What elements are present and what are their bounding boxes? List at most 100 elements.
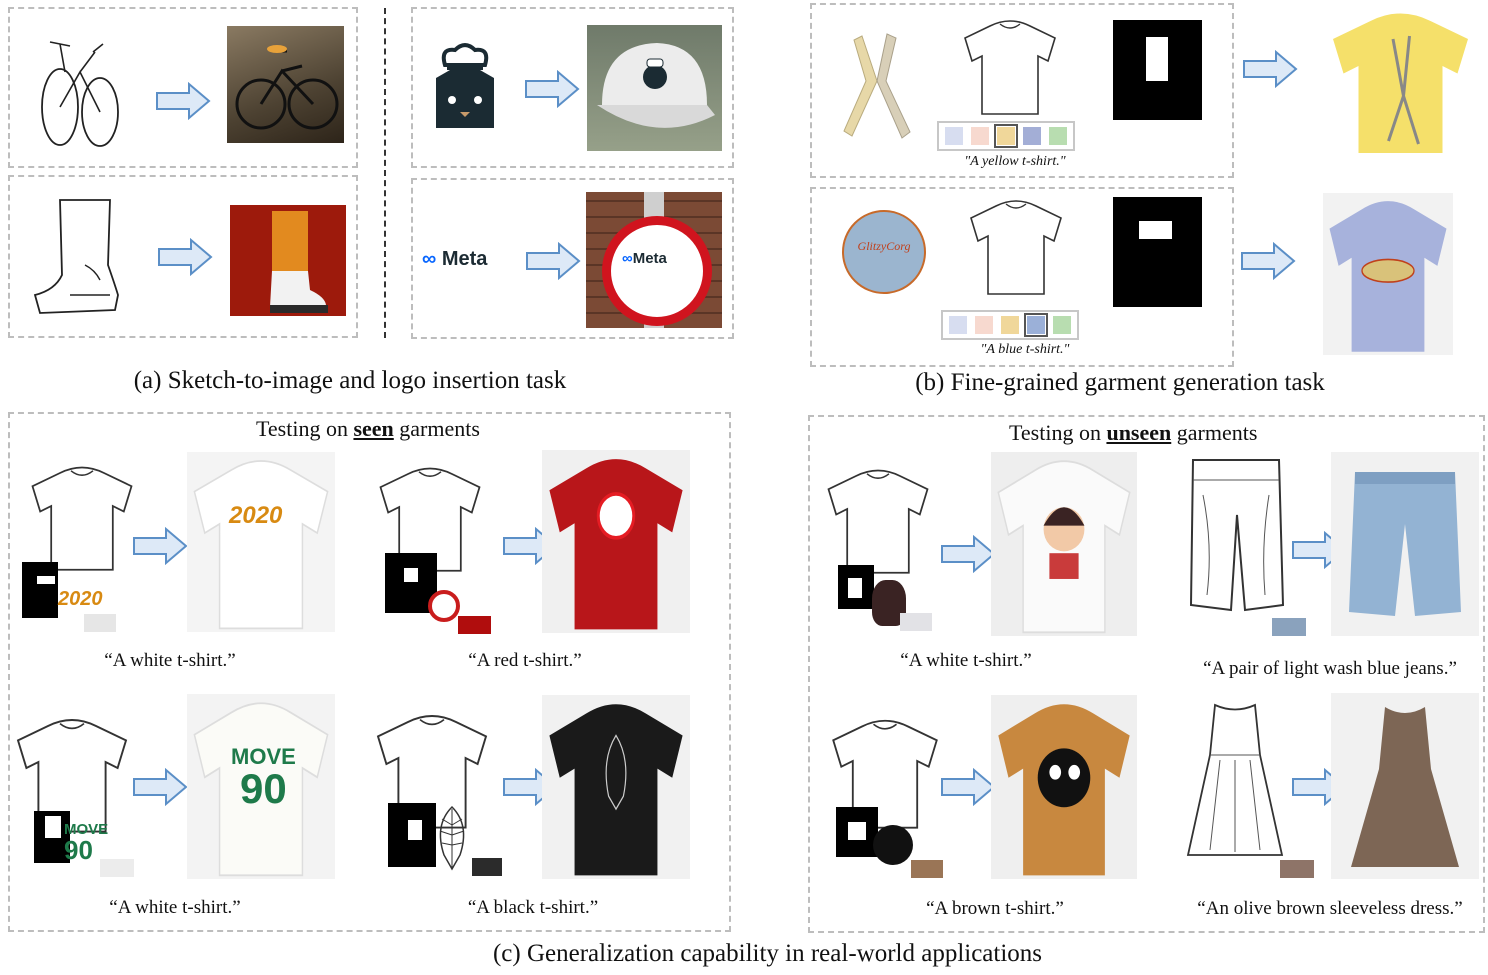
unseen1-color-swatch (900, 613, 932, 631)
arrow-seen3 (133, 769, 187, 805)
seen3-result-logo: MOVE 90 (231, 744, 296, 812)
row1-color-swatches (937, 121, 1075, 151)
row2-mask (1113, 197, 1202, 307)
seen1-tee-sketch (31, 466, 133, 571)
seen1-result-photo: 2020 (187, 452, 335, 632)
row2-mask-hole (1139, 221, 1172, 239)
swatch[interactable] (1023, 127, 1041, 145)
bicycle-sketch (41, 41, 119, 147)
arrow-row1 (1243, 51, 1297, 87)
section-b-box-row1 (810, 3, 1234, 178)
unseen1-prompt: “A white t-shirt.” (900, 650, 1032, 671)
sign-disc (602, 216, 712, 326)
glitzycorg-text: GlitzyCorg (857, 239, 911, 253)
section-a-box-boot (8, 175, 358, 338)
meta-logo-text: Meta (441, 248, 488, 270)
caption-b: (b) Fine-grained garment generation task (915, 369, 1325, 396)
unseen3-prompt: “A brown t-shirt.” (926, 898, 1064, 919)
unseen4-dress-sketch (1186, 703, 1284, 856)
unseen2-jeans-sketch (1189, 459, 1285, 612)
arrow-boot (158, 239, 212, 275)
meta-infinity-icon: ∞ (422, 248, 437, 270)
row2-tee-sketch (970, 200, 1062, 295)
seen1-prompt: “A white t-shirt.” (104, 650, 236, 671)
boot-photo (230, 205, 346, 316)
row1-prompt: "A yellow t-shirt." (964, 154, 1066, 169)
seen3-logo: MOVE 90 (64, 822, 108, 863)
seen-garments-box (8, 412, 731, 932)
seen4-color-swatch (472, 858, 502, 876)
seen3-color-swatch (100, 859, 134, 877)
unseen4-result-photo (1331, 693, 1479, 879)
seen-heading: Testing on seen garments (256, 416, 480, 441)
seen4-prompt: “A black t-shirt.” (467, 897, 599, 918)
section-a-divider (384, 8, 386, 338)
section-a-box-meta-logo (411, 178, 734, 339)
unseen3-result-photo (991, 695, 1137, 879)
swatch[interactable] (975, 316, 993, 334)
seen3-prompt: “A white t-shirt.” (109, 897, 241, 918)
swatch-selected[interactable] (1024, 313, 1048, 337)
row1-tee-sketch (964, 20, 1056, 115)
unseen-garments-box (808, 415, 1485, 933)
seen3-result-photo: MOVE 90 (187, 694, 335, 879)
swatch[interactable] (1001, 316, 1019, 334)
caption-c: (c) Generalization capability in real-wo… (492, 940, 1043, 967)
seen1-color-swatch (84, 614, 116, 632)
unseen2-result-photo (1331, 452, 1479, 636)
meta-logo: ∞ Meta (422, 248, 487, 271)
yellow-tee-photo (1333, 13, 1468, 153)
arrow-unseen3 (941, 769, 995, 805)
arrow-bicycle (156, 83, 210, 119)
seen2-ghost-logo (428, 590, 460, 622)
unseen-heading: Testing on unseen garments (1009, 420, 1258, 445)
arrow-meta-logo (526, 243, 580, 279)
row2-color-swatches (941, 310, 1079, 340)
seen4-feather-logo (439, 805, 465, 871)
unseen2-color-swatch (1272, 618, 1306, 636)
row2-prompt: "A blue t-shirt." (980, 342, 1070, 357)
seen1-logo-2020: 2020 (58, 588, 103, 610)
seen2-mask-hole (404, 568, 418, 582)
swatch[interactable] (949, 316, 967, 334)
blue-tee-photo (1323, 193, 1453, 355)
seen2-result-photo (542, 450, 690, 633)
swatch-selected[interactable] (994, 124, 1018, 148)
swatch[interactable] (945, 127, 963, 145)
glitzycorg-logo: GlitzyCorg (842, 210, 926, 294)
bicycle-photo (227, 26, 344, 143)
unseen3-color-swatch (911, 860, 943, 878)
swatch[interactable] (971, 127, 989, 145)
arrow-seen1 (133, 528, 187, 564)
unseen2-prompt: “A pair of light wash blue jeans.” (1203, 658, 1457, 679)
swatch[interactable] (1049, 127, 1067, 145)
arrow-row2 (1241, 243, 1295, 279)
seen1-mask-hole (37, 576, 55, 584)
seen3-mask-hole (45, 816, 61, 838)
unseen3-monster-logo (873, 825, 913, 865)
seen3-logo-move: MOVE (64, 821, 109, 838)
seen3-logo-90: 90 (64, 835, 93, 865)
unseen3-mask-hole (848, 822, 866, 840)
seen2-prompt: “A red t-shirt.” (468, 650, 582, 671)
unseen1-result-photo (991, 452, 1137, 636)
section-a-box-chef-logo (411, 7, 734, 168)
cap-photo (587, 25, 722, 151)
pruner-logo (843, 33, 911, 139)
seen1-result-logo: 2020 (229, 502, 283, 529)
unseen1-tee-sketch (827, 469, 929, 574)
arrow-unseen1 (941, 536, 995, 572)
seen4-mask-hole (408, 820, 422, 840)
section-a-box-bicycle (8, 7, 358, 168)
boot-sketch (33, 199, 119, 314)
unseen4-color-swatch (1280, 860, 1314, 878)
meta-sign-photo: ∞Meta (586, 192, 722, 328)
arrow-chef-logo (525, 71, 579, 107)
seen3-tee-sketch (17, 719, 127, 833)
seen1-mask (22, 562, 58, 618)
unseen1-mask-hole (848, 578, 862, 598)
swatch[interactable] (1053, 316, 1071, 334)
unseen4-prompt: “An olive brown sleeveless dress.” (1197, 898, 1463, 919)
sign-meta-text: ∞Meta (622, 250, 667, 267)
row1-mask-hole (1146, 37, 1168, 81)
